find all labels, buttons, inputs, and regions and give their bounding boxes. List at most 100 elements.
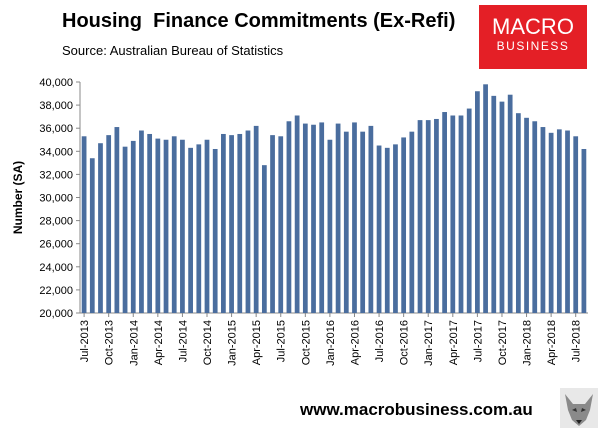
bar [319,122,325,313]
bar [204,139,210,313]
bar [311,124,316,313]
bar [286,121,292,314]
x-tick-label: Apr-2016 [349,320,361,365]
bar [294,115,300,314]
bar [491,95,497,313]
bar [450,115,456,314]
bar [343,131,349,313]
y-tick-label: 24,000 [39,262,73,274]
y-tick-label: 28,000 [39,216,73,228]
bar [417,120,423,314]
y-axis-label: Number (SA) [11,161,25,234]
x-tick-label: Jan-2017 [423,320,435,366]
x-tick-label: Apr-2014 [153,320,165,365]
bar [229,135,234,313]
y-tick-label: 32,000 [39,169,73,181]
footer-url: www.macrobusiness.com.au [300,400,533,419]
bar [565,130,570,313]
y-tick-label: 40,000 [39,77,73,89]
bar [155,138,161,313]
bar [253,125,259,313]
x-tick-label: Jul-2017 [472,320,484,362]
bar [573,136,579,313]
bar [442,112,447,313]
bar [81,136,87,313]
bar [171,136,177,313]
x-tick-label: Oct-2015 [300,320,312,365]
x-tick-label: Jul-2013 [79,320,91,362]
bar [278,136,284,313]
bar [499,101,505,313]
bar [384,147,390,313]
bar [147,133,153,313]
bar [376,145,382,313]
macrobusiness-logo: MACRO BUSINESS [479,5,587,69]
y-tick-label: 34,000 [39,146,73,158]
bar [302,123,308,313]
bar [245,130,251,313]
x-tick-label: Oct-2016 [399,320,411,365]
bar [581,148,587,313]
bar [98,143,103,313]
bar [89,158,95,313]
bar [335,123,341,313]
logo-line-1: MACRO [492,14,574,39]
wolf-head-icon [560,388,598,428]
bar [327,139,333,313]
bar [475,91,480,314]
chart-source: Source: Australian Bureau of Statistics [62,43,284,58]
bar [368,125,374,313]
y-tick-label: 38,000 [39,100,73,112]
bar [548,132,554,313]
bar [401,137,407,313]
bar [114,127,120,313]
x-tick-label: Apr-2017 [448,320,460,365]
x-tick-label: Oct-2017 [497,320,509,365]
bar [532,121,538,314]
bar [261,165,267,313]
bar [466,108,472,313]
bar [212,148,218,313]
bar [483,84,488,313]
y-tick-label: 22,000 [39,285,73,297]
x-tick-label: Jul-2015 [276,320,288,362]
x-tick-label: Jul-2018 [571,320,583,362]
x-tick-label: Jan-2016 [325,320,337,366]
bar [393,144,398,313]
bar [237,133,243,313]
y-tick-label: 26,000 [39,239,73,251]
x-tick-label: Jul-2014 [177,320,189,362]
bar [434,118,439,314]
x-tick-label: Jul-2016 [374,320,386,362]
bar [139,130,144,313]
x-tick-label: Jan-2015 [227,320,239,366]
bar [270,135,275,313]
bar [540,127,546,313]
bar [556,129,562,313]
x-tick-label: Jan-2018 [522,320,534,366]
bar [360,131,366,313]
bar [122,146,128,313]
y-tick-label: 20,000 [39,308,73,320]
bar [188,147,193,313]
bar [458,115,464,314]
x-tick-label: Oct-2014 [202,320,214,365]
bar [130,140,136,313]
bar [352,122,357,313]
x-tick-label: Oct-2013 [104,320,116,365]
bar [507,94,513,313]
bar [196,144,202,313]
bar [163,139,169,313]
y-tick-label: 36,000 [39,123,73,135]
x-tick-label: Apr-2015 [251,320,263,365]
bar [180,139,185,313]
x-tick-label: Jan-2014 [128,320,140,366]
y-tick-label: 30,000 [39,193,73,205]
bar [106,135,112,313]
x-tick-label: Apr-2018 [546,320,558,365]
logo-line-2: BUSINESS [496,39,570,53]
bar [524,117,529,314]
bar [409,131,415,313]
bar [515,113,521,313]
